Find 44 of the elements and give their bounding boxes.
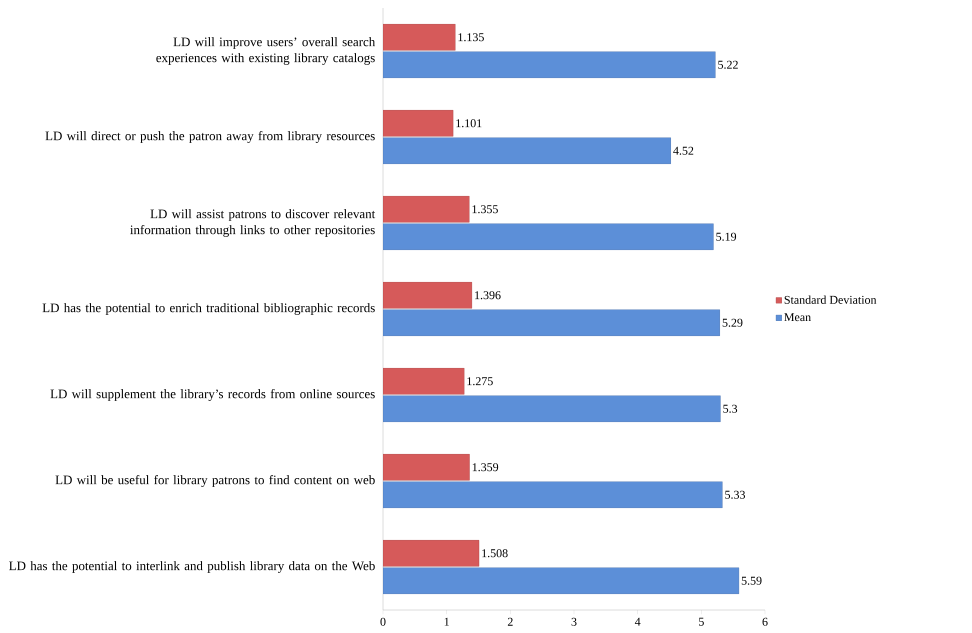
y-tick-label: LD has the potential to interlink and publish library data on the Web bbox=[9, 561, 375, 573]
x-tick-label: 3 bbox=[572, 618, 577, 626]
x-tick-label: 2 bbox=[508, 618, 513, 626]
data-label: 1.135 bbox=[458, 33, 484, 42]
data-label: 5.29 bbox=[722, 318, 742, 327]
data-label: 5.3 bbox=[723, 404, 738, 413]
bar bbox=[383, 110, 454, 137]
data-label: 1.275 bbox=[467, 377, 493, 386]
y-tick-label: LD will improve users’ overall search experiences with existing library catalogs bbox=[156, 37, 376, 65]
bar bbox=[383, 395, 721, 422]
x-tick-label: 4 bbox=[634, 618, 640, 626]
y-tick-label: LD will be useful for library patrons to find content on web bbox=[55, 475, 375, 487]
data-label: 5.22 bbox=[718, 60, 738, 69]
legend-label: Mean bbox=[784, 313, 811, 322]
y-tick-label: LD has the potential to enrich traditional bibliographic records bbox=[42, 303, 375, 315]
x-tick-label: 0 bbox=[380, 618, 386, 626]
data-label: 1.396 bbox=[475, 291, 501, 300]
bar bbox=[383, 196, 470, 223]
bar bbox=[383, 567, 740, 594]
bar bbox=[383, 137, 671, 164]
data-label: 5.33 bbox=[725, 490, 746, 499]
bar bbox=[383, 24, 456, 51]
x-tick-label: 5 bbox=[699, 618, 704, 626]
data-label: 4.52 bbox=[673, 146, 694, 155]
y-tick-label: LD will supplement the library’s records from online sources bbox=[50, 389, 375, 401]
data-label: 1.359 bbox=[472, 463, 498, 472]
data-label: 5.59 bbox=[742, 576, 762, 585]
x-tick-label: 1 bbox=[444, 618, 449, 626]
bar bbox=[383, 481, 723, 508]
bar bbox=[383, 309, 720, 336]
bar bbox=[383, 282, 472, 309]
y-tick-label: LD will direct or push the patron away from library resources bbox=[45, 131, 375, 143]
data-label: 5.19 bbox=[716, 232, 736, 241]
x-tick-label: 6 bbox=[762, 618, 768, 626]
bar bbox=[383, 540, 480, 567]
y-tick-label: LD will assist patrons to discover relevant information through links to other repositories bbox=[130, 209, 376, 237]
bar bbox=[383, 51, 716, 78]
legend-label: Standard Deviation bbox=[784, 295, 876, 304]
data-label: 1.508 bbox=[482, 549, 508, 558]
bar bbox=[383, 223, 714, 250]
data-label: 1.355 bbox=[472, 205, 498, 214]
bar bbox=[383, 368, 464, 395]
bar bbox=[383, 454, 470, 481]
data-label: 1.101 bbox=[456, 119, 482, 128]
